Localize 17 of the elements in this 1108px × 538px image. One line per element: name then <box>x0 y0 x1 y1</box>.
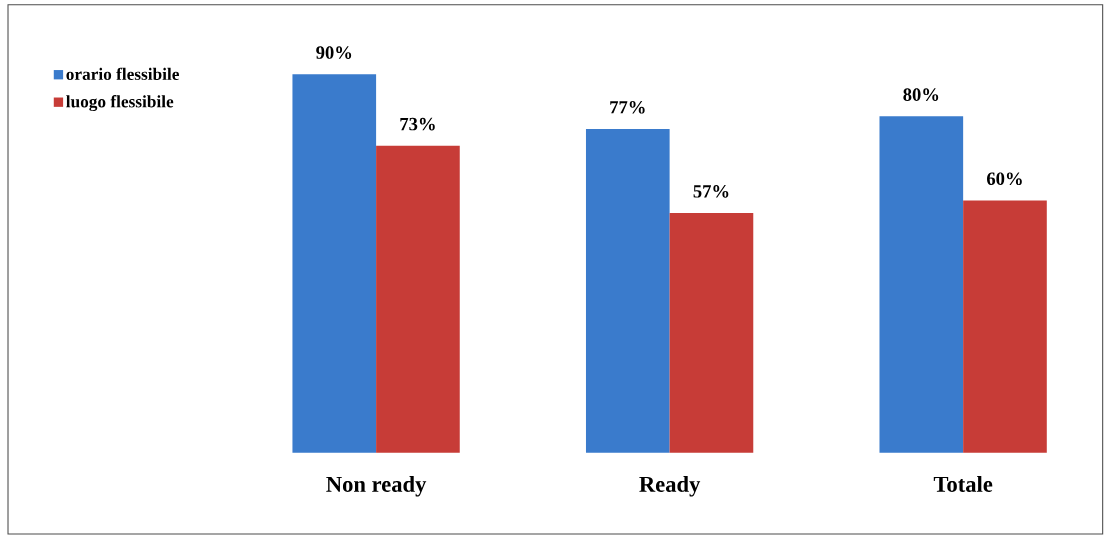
bar <box>879 116 964 453</box>
x-tick-label: Totale <box>933 476 993 492</box>
data-label: 90% <box>316 46 352 59</box>
bar <box>585 128 670 453</box>
x-tick-label: Non ready <box>326 476 427 497</box>
bar <box>292 74 377 453</box>
data-label: 60% <box>987 172 1022 186</box>
data-label: 73% <box>400 117 435 131</box>
data-label: 57% <box>693 185 729 198</box>
bar <box>376 145 460 453</box>
bar <box>963 200 1047 453</box>
x-tick-label: Ready <box>639 476 701 497</box>
legend-label: orario flessibile <box>66 67 179 80</box>
legend-label: luogo flessibile <box>66 95 174 112</box>
data-label: 77% <box>610 100 645 114</box>
bar <box>669 213 754 453</box>
data-label: 80% <box>903 88 939 101</box>
